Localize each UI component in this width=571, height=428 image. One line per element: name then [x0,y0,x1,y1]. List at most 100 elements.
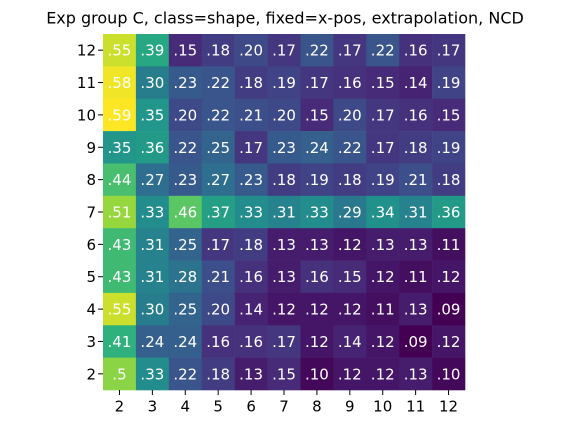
cell-label: .19 [305,171,329,189]
cell-label: .46 [173,204,197,222]
cell-label: .20 [173,106,197,124]
cell [432,195,466,229]
cell [432,66,466,100]
cell [399,195,433,229]
cell-label: .35 [108,139,132,157]
cell [366,292,400,326]
cell-label: .44 [108,171,132,189]
cell [135,260,170,294]
cell-label: .18 [404,139,428,157]
cell-label: .15 [338,268,362,286]
cell [135,66,170,100]
cell [399,34,433,67]
cell-label: .16 [305,268,329,286]
cell [103,325,137,358]
x-tick-label: 11 [406,398,425,416]
cell [333,260,367,294]
cell-label: .17 [371,106,395,124]
cell-label: .20 [206,301,230,319]
cell [201,357,235,391]
cell-label: .19 [272,74,296,92]
cell-label: .18 [206,42,230,60]
cell [103,228,137,261]
cell-label: .21 [404,171,428,189]
cell-label: .12 [437,268,461,286]
cell-label: .20 [272,106,296,124]
cell [432,325,466,358]
cell-label: .16 [404,42,428,60]
cell [300,357,334,391]
cell [234,357,268,391]
cell-label: .16 [239,333,263,351]
cell [333,228,367,261]
cell [168,98,203,132]
cell [201,228,235,261]
x-tick-label: 12 [439,398,458,416]
cell [300,34,334,67]
cell-label: .20 [239,42,263,60]
cell-label: .12 [437,333,461,351]
cell-label: .18 [338,171,362,189]
cell [333,131,367,164]
x-tick-label: 7 [279,398,289,416]
cell [366,163,400,197]
cell-label: .21 [239,106,263,124]
cell [399,66,433,100]
cell-label: .51 [108,204,132,222]
cell-label: .37 [206,204,230,222]
x-tick-label: 4 [180,398,190,416]
cell [432,228,466,261]
cell-label: .09 [437,301,461,319]
cell-label: .31 [140,236,164,254]
cell-label: .16 [338,74,362,92]
cell [201,131,235,164]
cell [366,66,400,100]
cell-label: .35 [140,106,164,124]
cell [234,34,268,67]
cell-label: .18 [239,236,263,254]
cell-label: .13 [305,236,329,254]
cell [168,292,203,326]
cell [103,357,137,391]
cell [267,131,301,164]
cell-label: .12 [338,236,362,254]
cell [267,195,301,229]
cell [201,98,235,132]
cell-label: .33 [140,365,164,383]
cell-label: .13 [272,268,296,286]
cell [201,325,235,358]
cell [168,66,203,100]
x-tick-label: 5 [213,398,223,416]
cell [399,260,433,294]
y-tick-label: 7 [86,204,96,222]
cell-label: .15 [272,365,296,383]
cell-label: .18 [437,171,461,189]
cell-label: .36 [437,204,461,222]
cell [103,34,137,67]
cell [168,131,203,164]
cell-label: .55 [108,42,132,60]
cell-label: .17 [437,42,461,60]
cell [135,195,170,229]
cell-label: .14 [404,74,428,92]
cell-label: .31 [272,204,296,222]
y-tick-label: 4 [86,301,96,319]
cell-label: .31 [404,204,428,222]
cell [399,292,433,326]
cell-label: .11 [371,301,395,319]
cell-label: .30 [140,301,164,319]
cell-label: .17 [305,74,329,92]
cell-label: .58 [108,74,132,92]
cell [399,357,433,391]
cell-label: .17 [371,139,395,157]
cell-label: .24 [173,333,197,351]
cell [432,34,466,67]
cell [300,131,334,164]
cell [432,131,466,164]
cell [234,66,268,100]
cell-label: .22 [338,139,362,157]
cell [399,325,433,358]
cell-label: .11 [437,236,461,254]
cell [135,163,170,197]
